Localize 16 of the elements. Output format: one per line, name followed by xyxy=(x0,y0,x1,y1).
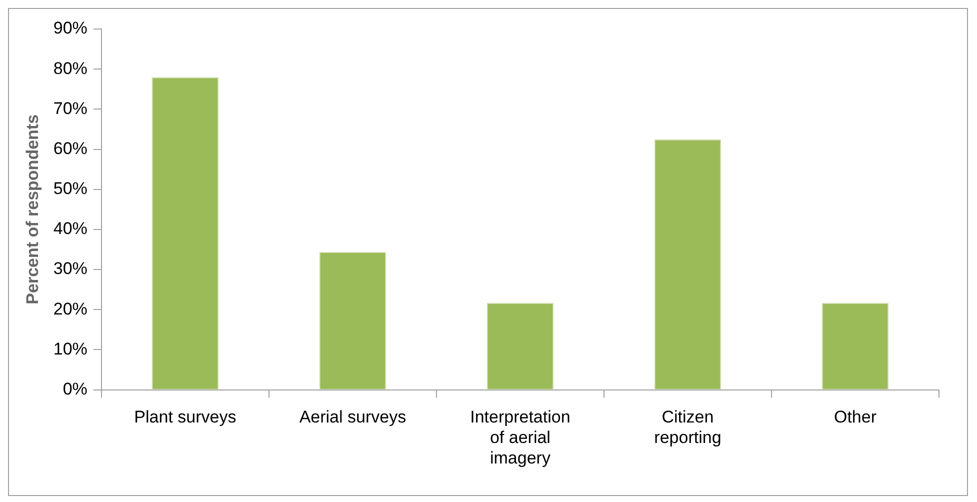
y-tick-label: 70% xyxy=(53,98,88,118)
x-tick-label: Plant surveys xyxy=(134,408,236,427)
y-tick-label: 80% xyxy=(53,58,88,78)
y-tick-label: 50% xyxy=(53,179,88,198)
y-tick-label: 40% xyxy=(53,219,88,238)
y-axis-title: Percent of respondents xyxy=(22,114,42,304)
x-tick-label: Citizen reporting xyxy=(654,408,722,448)
y-tick-label: 30% xyxy=(53,259,88,278)
y-tick-label: 0% xyxy=(62,379,88,398)
y-tick-label: 90% xyxy=(53,18,88,38)
x-tick-label: Interpretation of aerial imagery xyxy=(470,408,570,468)
y-tick-label: 20% xyxy=(53,299,88,318)
y-tick-label: 10% xyxy=(53,339,88,358)
y-tick-label: 60% xyxy=(53,138,88,158)
x-tick-label: Other xyxy=(834,408,877,427)
x-tick-label: Aerial surveys xyxy=(299,408,406,427)
